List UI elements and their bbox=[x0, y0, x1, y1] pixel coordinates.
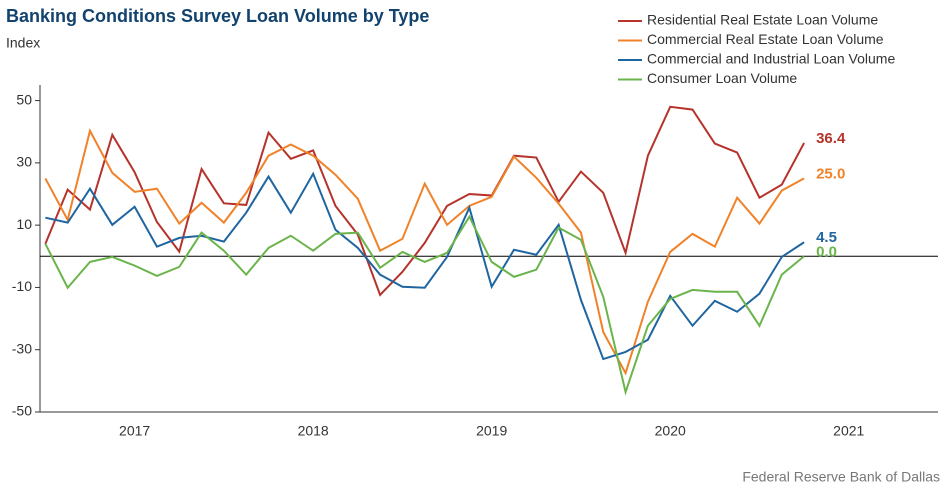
legend-label: Consumer Loan Volume bbox=[647, 70, 797, 86]
x-tick-label: 2018 bbox=[298, 423, 329, 439]
value-label: 25.0 bbox=[816, 165, 845, 182]
value-label: 4.5 bbox=[816, 229, 837, 246]
series-line bbox=[44, 128, 805, 376]
legend-label: Residential Real Estate Loan Volume bbox=[647, 12, 878, 28]
value-label: 36.4 bbox=[816, 130, 846, 147]
y-tick-label: -30 bbox=[12, 340, 32, 356]
series-line bbox=[44, 105, 805, 297]
chart-title: Banking Conditions Survey Loan Volume by… bbox=[6, 6, 429, 26]
legend-label: Commercial and Industrial Loan Volume bbox=[647, 51, 895, 67]
y-tick-label: -10 bbox=[12, 278, 32, 294]
x-tick-label: 2017 bbox=[119, 423, 150, 439]
x-tick-label: 2020 bbox=[655, 423, 686, 439]
source: Federal Reserve Bank of Dallas bbox=[742, 469, 940, 485]
y-axis-label: Index bbox=[6, 35, 40, 51]
y-tick-label: 10 bbox=[16, 216, 32, 232]
series-line bbox=[44, 214, 805, 396]
y-tick-label: 50 bbox=[16, 91, 32, 107]
y-tick-label: 30 bbox=[16, 154, 32, 170]
series-line bbox=[45, 171, 805, 361]
x-tick-label: 2021 bbox=[833, 423, 864, 439]
x-tick-label: 2019 bbox=[476, 423, 507, 439]
legend-label: Commercial Real Estate Loan Volume bbox=[647, 31, 884, 47]
value-label: 0.0 bbox=[816, 243, 837, 260]
y-tick-label: -50 bbox=[12, 403, 32, 419]
